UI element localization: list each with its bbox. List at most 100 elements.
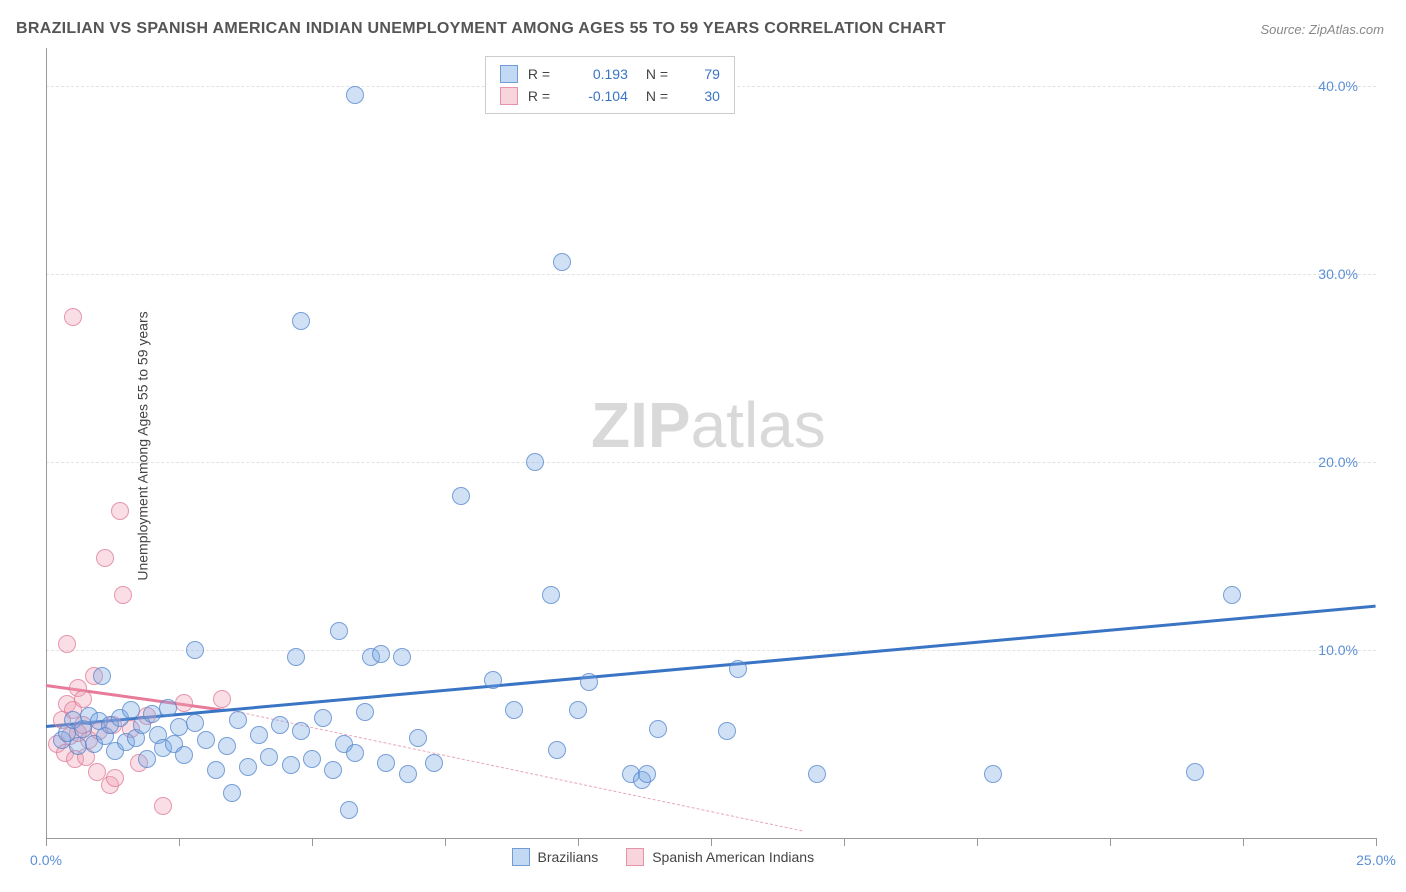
data-point [346, 744, 364, 762]
data-point [505, 701, 523, 719]
source-label: Source: [1260, 22, 1308, 37]
data-point [292, 722, 310, 740]
data-point [271, 716, 289, 734]
x-tick [1110, 838, 1111, 846]
data-point [138, 750, 156, 768]
data-point [260, 748, 278, 766]
data-point [229, 711, 247, 729]
legend-correlation-row: R =0.193N =79 [500, 63, 720, 85]
data-point [207, 761, 225, 779]
data-point [175, 694, 193, 712]
data-point [542, 586, 560, 604]
legend-series-item: Brazilians [512, 848, 599, 866]
x-tick [1376, 838, 1377, 846]
data-point [377, 754, 395, 772]
source-link[interactable]: ZipAtlas.com [1309, 22, 1384, 37]
x-tick [445, 838, 446, 846]
n-value: 30 [690, 85, 720, 107]
data-point [1186, 763, 1204, 781]
data-point [484, 671, 502, 689]
x-tick-label: 25.0% [1356, 852, 1396, 868]
data-point [553, 253, 571, 271]
legend-series-item: Spanish American Indians [626, 848, 814, 866]
data-point [186, 641, 204, 659]
data-point [64, 308, 82, 326]
data-point [175, 746, 193, 764]
data-point [159, 699, 177, 717]
n-value: 79 [690, 63, 720, 85]
data-point [372, 645, 390, 663]
data-point [197, 731, 215, 749]
data-point [569, 701, 587, 719]
legend-correlation-row: R = -0.104 N = 30 [500, 85, 720, 107]
data-point [580, 673, 598, 691]
x-tick [179, 838, 180, 846]
plot-area: 10.0%20.0%30.0%40.0%0.0%25.0%ZIPatlas [46, 48, 1376, 838]
grid-line [46, 274, 1376, 275]
x-tick [312, 838, 313, 846]
data-point [425, 754, 443, 772]
legend-swatch [512, 848, 530, 866]
y-tick-label: 40.0% [1318, 78, 1358, 94]
legend-swatch [500, 65, 518, 83]
y-tick-label: 20.0% [1318, 454, 1358, 470]
legend-series-label: Brazilians [538, 849, 599, 865]
n-label: N = [646, 85, 680, 107]
data-point [282, 756, 300, 774]
data-point [287, 648, 305, 666]
grid-line [46, 462, 1376, 463]
y-tick-label: 10.0% [1318, 642, 1358, 658]
data-point [984, 765, 1002, 783]
x-tick [711, 838, 712, 846]
data-point [340, 801, 358, 819]
correlation-legend: R =0.193N =79R = -0.104 N = 30 [485, 56, 735, 114]
data-point [808, 765, 826, 783]
trend-line [46, 605, 1376, 728]
data-point [729, 660, 747, 678]
data-point [114, 586, 132, 604]
data-point [250, 726, 268, 744]
data-point [330, 622, 348, 640]
correlation-chart: BRAZILIAN VS SPANISH AMERICAN INDIAN UNE… [0, 0, 1406, 892]
data-point [649, 720, 667, 738]
data-point [314, 709, 332, 727]
data-point [223, 784, 241, 802]
r-label: R = [528, 85, 562, 107]
data-point [324, 761, 342, 779]
data-point [548, 741, 566, 759]
data-point [74, 690, 92, 708]
x-tick [578, 838, 579, 846]
r-label: R = [528, 63, 562, 85]
data-point [346, 86, 364, 104]
legend-swatch [626, 848, 644, 866]
x-tick [46, 838, 47, 846]
data-point [106, 769, 124, 787]
x-tick-label: 0.0% [30, 852, 62, 868]
source-attribution: Source: ZipAtlas.com [1260, 22, 1384, 37]
data-point [96, 549, 114, 567]
y-tick-label: 30.0% [1318, 266, 1358, 282]
y-axis-line [46, 48, 47, 838]
data-point [526, 453, 544, 471]
grid-line [46, 650, 1376, 651]
x-tick [844, 838, 845, 846]
data-point [58, 635, 76, 653]
x-tick [1243, 838, 1244, 846]
r-value: -0.104 [572, 85, 628, 107]
data-point [452, 487, 470, 505]
data-point [186, 714, 204, 732]
data-point [213, 690, 231, 708]
x-tick [977, 838, 978, 846]
chart-title: BRAZILIAN VS SPANISH AMERICAN INDIAN UNE… [16, 20, 946, 38]
data-point [239, 758, 257, 776]
series-legend: Brazilians Spanish American Indians [512, 848, 815, 866]
data-point [409, 729, 427, 747]
data-point [218, 737, 236, 755]
data-point [356, 703, 374, 721]
data-point [638, 765, 656, 783]
data-point [718, 722, 736, 740]
data-point [399, 765, 417, 783]
data-point [1223, 586, 1241, 604]
data-point [111, 502, 129, 520]
data-point [93, 667, 111, 685]
